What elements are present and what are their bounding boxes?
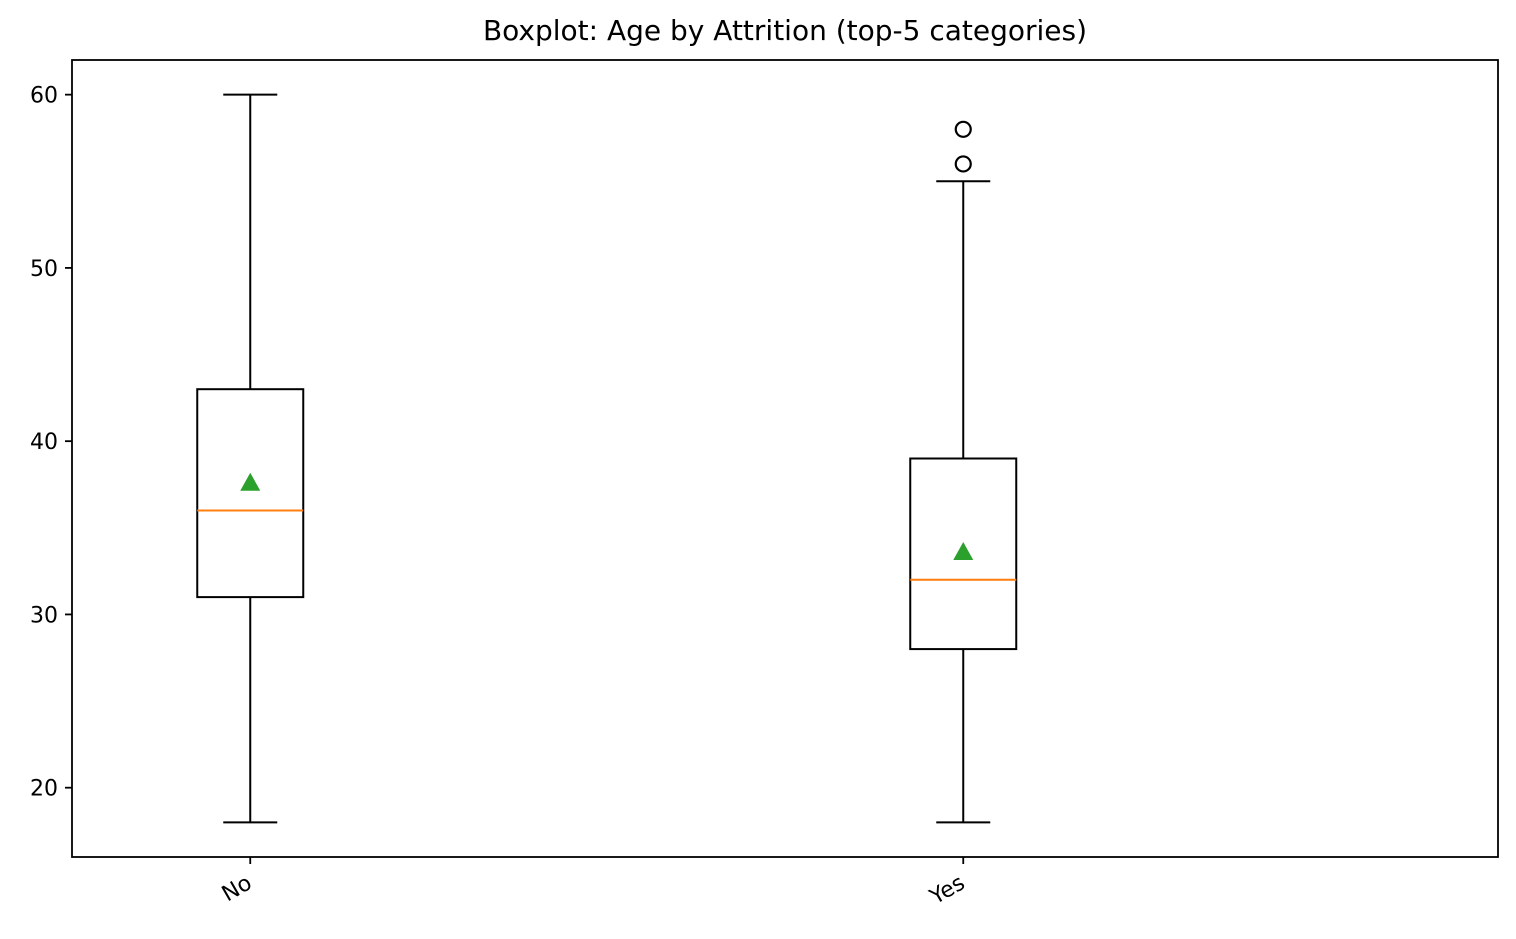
iqr-box <box>196 388 305 599</box>
y-tick-label: 50 <box>30 257 58 282</box>
x-tick-label: No <box>218 871 256 908</box>
iqr-box <box>909 457 1018 651</box>
y-tick-label: 20 <box>30 777 58 802</box>
box-yes <box>909 120 1018 824</box>
chart-title: Boxplot: Age by Attrition (top-5 categor… <box>482 14 1088 47</box>
mean-marker <box>953 542 974 561</box>
y-tick-label: 30 <box>30 603 58 628</box>
y-axis: 20 30 40 50 60 <box>30 84 72 802</box>
plot-frame <box>71 59 1499 858</box>
x-axis: No Yes <box>218 857 969 910</box>
outlier-point <box>954 155 972 173</box>
mean-marker <box>240 472 261 491</box>
x-tick-label: Yes <box>925 871 969 911</box>
y-tick-label: 40 <box>30 430 58 455</box>
y-tick-label: 60 <box>30 84 58 109</box>
outlier-point <box>954 120 972 138</box>
boxes <box>196 93 1018 824</box>
box-no <box>196 93 305 824</box>
